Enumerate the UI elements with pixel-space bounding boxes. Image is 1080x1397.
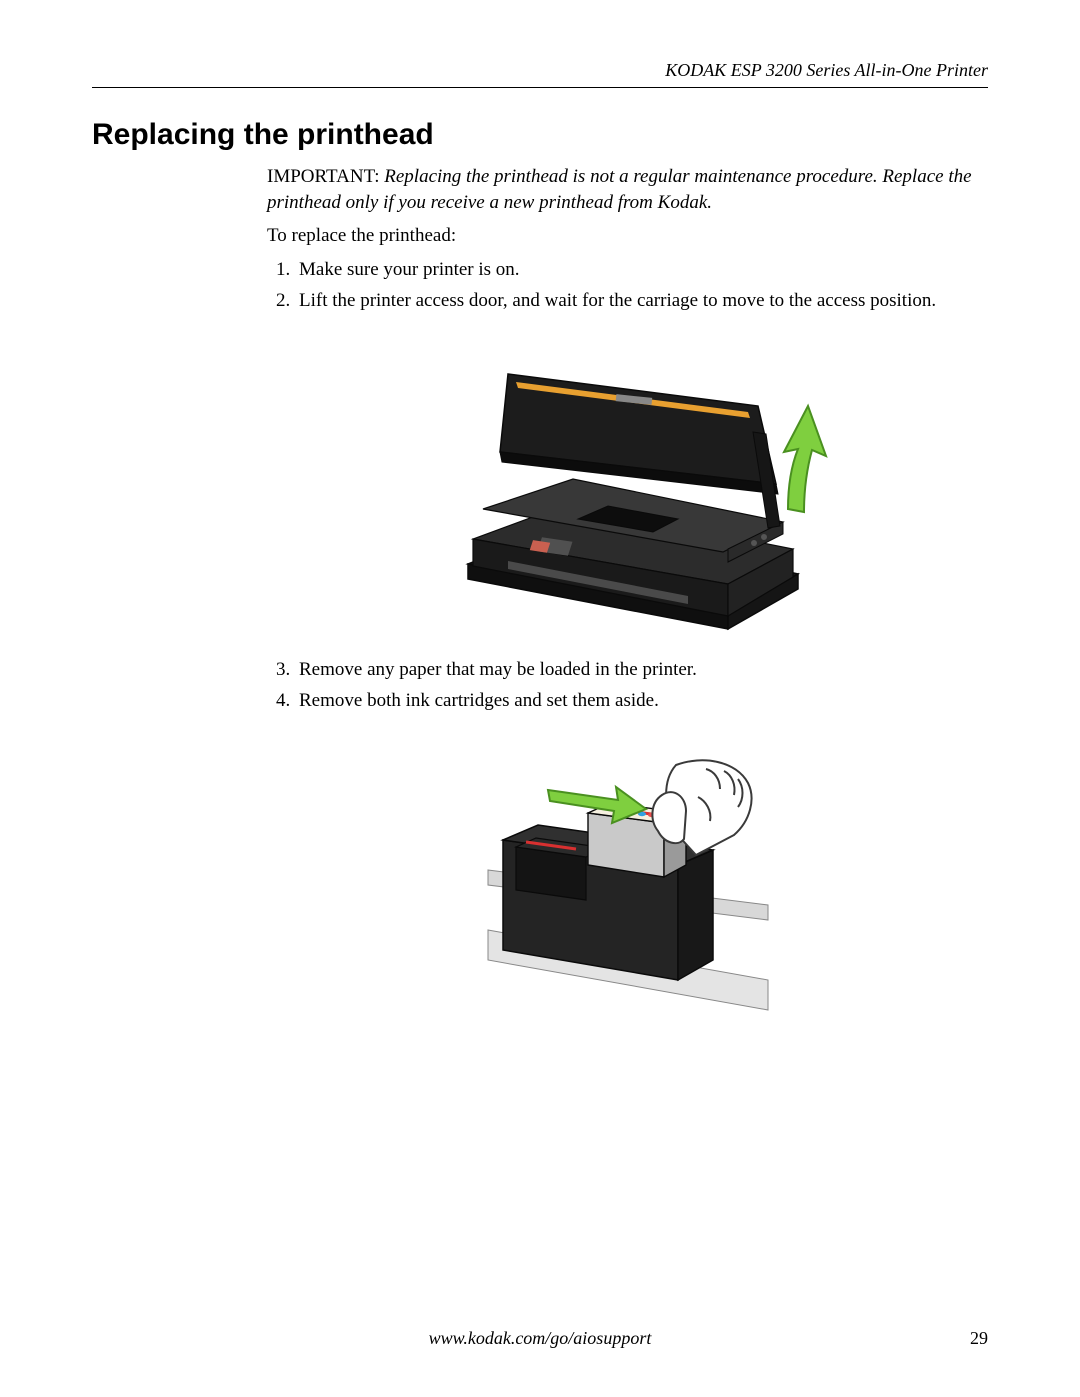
footer-url: www.kodak.com/go/aiosupport <box>429 1328 652 1349</box>
step-4: Remove both ink cartridges and set them … <box>295 688 988 715</box>
step-3: Remove any paper that may be loaded in t… <box>295 657 988 684</box>
step-2: Lift the printer access door, and wait f… <box>295 288 988 315</box>
figure-printer-open <box>267 334 988 639</box>
important-note: IMPORTANT: Replacing the printhead is no… <box>267 164 988 215</box>
header-product-name: KODAK ESP 3200 Series All-in-One Printer <box>92 60 988 88</box>
step-1: Make sure your printer is on. <box>295 257 988 284</box>
figure-cartridge-remove <box>267 735 988 1020</box>
footer-page-number: 29 <box>970 1328 988 1349</box>
important-label: IMPORTANT: <box>267 166 380 187</box>
section-title: Replacing the printhead <box>92 118 988 152</box>
intro-line: To replace the printhead: <box>267 225 988 247</box>
